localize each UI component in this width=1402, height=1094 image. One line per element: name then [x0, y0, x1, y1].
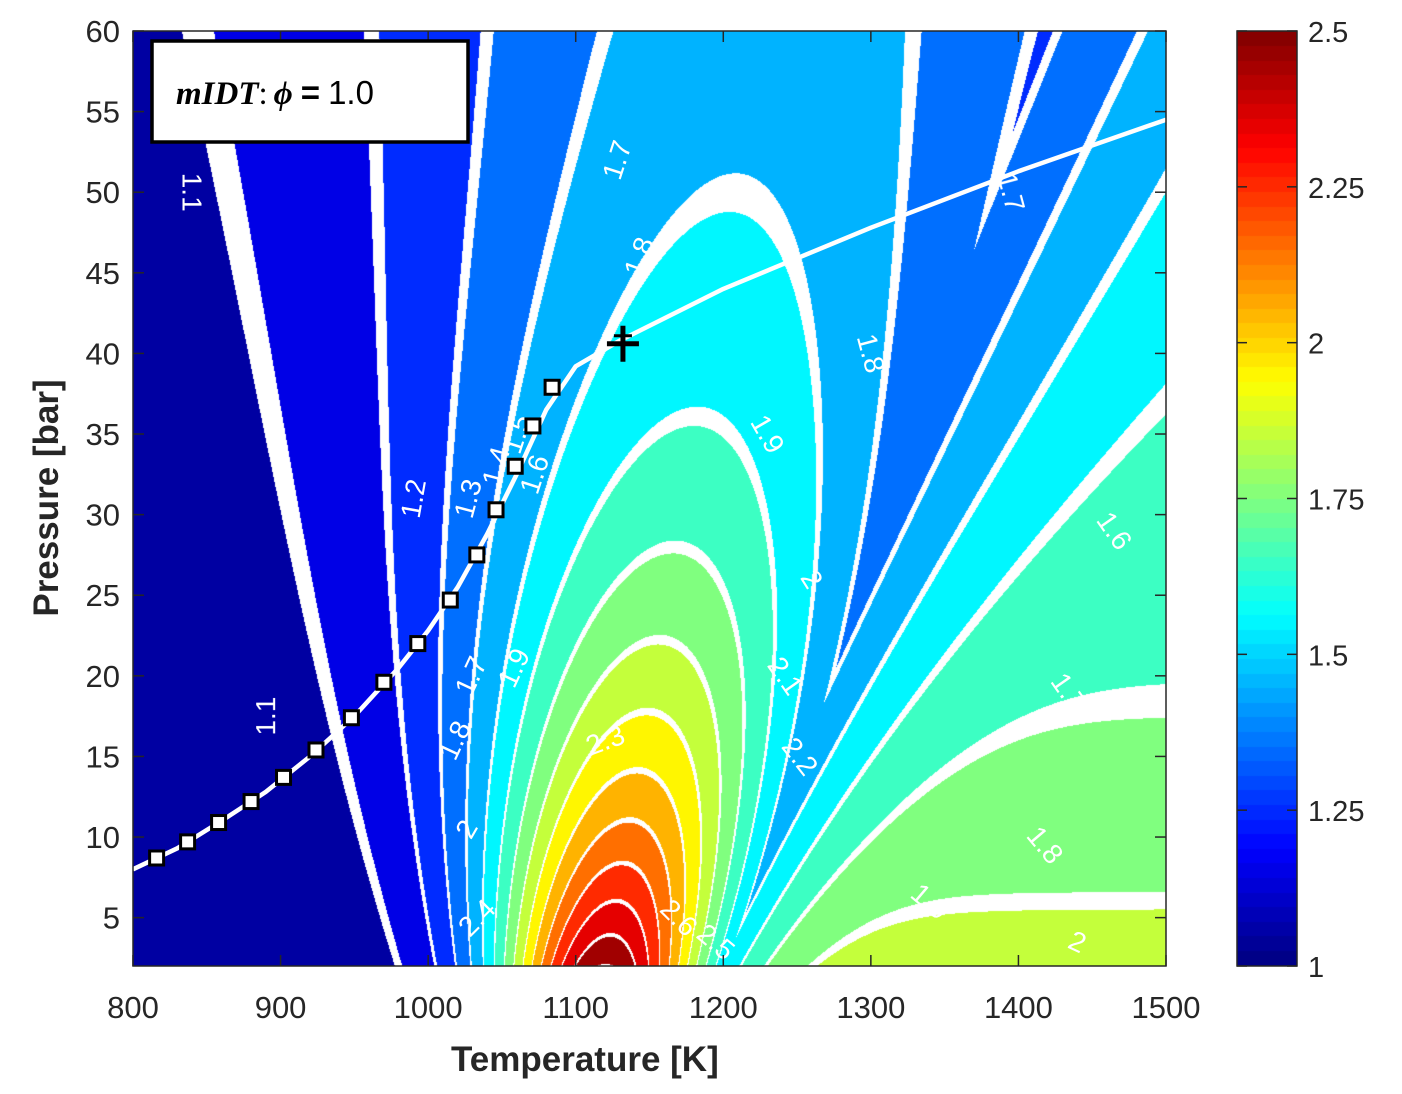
y-tick-label: 25: [86, 578, 120, 613]
colorbar-tick-label: 2.5: [1308, 17, 1348, 49]
y-tick-label: 60: [86, 14, 120, 49]
sample-marker: [210, 814, 228, 832]
sample-marker: [543, 378, 561, 396]
x-tick-label: 900: [255, 990, 307, 1025]
sample-marker: [506, 457, 524, 475]
legend-colon: :: [259, 76, 268, 112]
crosshair-marker: [606, 325, 639, 362]
legend-box: mIDT: ϕ = 1.0: [150, 39, 470, 144]
sample-marker: [242, 793, 260, 811]
legend-equals: =: [301, 74, 320, 111]
contour-label: 1.1: [250, 697, 281, 736]
sample-marker: [524, 417, 542, 435]
sample-marker: [307, 741, 325, 759]
colorbar-tick-label: 1: [1308, 952, 1324, 984]
y-tick-label: 15: [86, 739, 120, 774]
y-tick-label: 45: [86, 256, 120, 291]
legend-label-prefix: mIDT: [176, 76, 260, 112]
sample-marker: [487, 501, 505, 519]
contour-label: 1.2: [395, 477, 432, 521]
x-tick-label: 800: [107, 990, 159, 1025]
contour-label: 1.1: [177, 173, 208, 212]
colorbar-ticks: 1 1.25 1.5 1.75 2 2.25 2.5: [1237, 17, 1364, 984]
sample-marker: [468, 546, 486, 564]
x-tick-label: 1200: [689, 990, 758, 1025]
sample-marker: [441, 591, 459, 609]
colorbar-tick-label: 1.75: [1308, 485, 1364, 517]
y-tick-label: 55: [86, 95, 120, 130]
sample-marker: [275, 768, 293, 786]
sample-marker: [375, 673, 393, 691]
x-tick-label: 1300: [836, 990, 905, 1025]
sample-marker: [179, 833, 197, 851]
colorbar-tick-label: 2: [1308, 329, 1324, 361]
colorbar-tick-label: 1.5: [1308, 640, 1348, 672]
sample-marker: [148, 849, 166, 867]
colorbar: 1 1.25 1.5 1.75 2 2.25 2.5: [1236, 17, 1364, 984]
y-tick-label: 50: [86, 175, 120, 210]
sample-marker: [342, 709, 360, 727]
x-tick-label: 1100: [542, 990, 609, 1025]
legend-value: 1.0: [328, 74, 374, 111]
y-axis-ticks: 5 10 15 20 25 30 35 40 45 50 55 60: [86, 14, 1166, 936]
x-tick-label: 1000: [394, 990, 463, 1025]
colorbar-tick-label: 1.25: [1308, 796, 1364, 828]
svg-text:mIDT:ϕ=1.0: mIDT: ϕ = 1.0: [176, 74, 374, 112]
y-tick-label: 30: [86, 498, 120, 533]
y-tick-label: 10: [86, 820, 120, 855]
y-tick-label: 5: [103, 901, 120, 936]
x-axis-label: Temperature [K]: [451, 1040, 719, 1079]
plot-area: 1.11.11.2 1.31.41.51.61.71.81.71.81.922.4…: [86, 14, 1201, 1025]
plot-border: [132, 30, 1167, 967]
y-tick-label: 35: [86, 417, 120, 452]
y-axis-label: Pressure [bar]: [27, 379, 66, 616]
marker-layer: [148, 378, 561, 867]
legend-phi-symbol: ϕ: [274, 76, 293, 112]
x-tick-label: 1500: [1132, 990, 1201, 1025]
sample-marker: [409, 635, 427, 653]
x-tick-label: 1400: [984, 990, 1053, 1025]
y-tick-label: 20: [86, 659, 120, 694]
y-tick-label: 40: [86, 336, 120, 371]
colorbar-tick-label: 2.25: [1308, 173, 1364, 205]
x-axis-ticks: 800 900 1000 1100 1200 1300 1400 1500: [107, 31, 1200, 1025]
